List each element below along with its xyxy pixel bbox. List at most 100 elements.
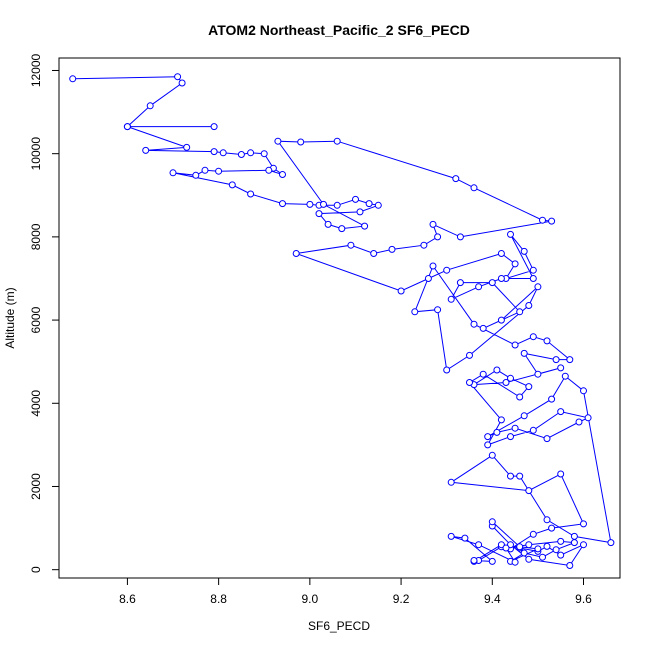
data-point [570,532,578,540]
data-point [516,393,524,401]
data-point [497,250,505,257]
data-point [543,337,551,345]
y-axis: 0 2000 4000 6000 8000 10000 12000 [29,53,59,573]
data-point [183,143,191,151]
data-point [529,266,537,274]
data-point [575,418,583,426]
chart-title: ATOM2 Northeast_Pacific_2 SF6_PECD [208,22,470,38]
y-tick-label: 0 [29,566,43,573]
data-point [347,241,355,249]
data-point [447,478,455,486]
data-point [497,416,505,424]
data-point [142,146,150,154]
data-point [502,544,510,552]
data-point [539,216,546,224]
series-layer [69,73,615,569]
data-point [352,195,359,203]
data-point [274,137,282,145]
data-point [192,171,200,179]
data-point [470,557,478,564]
data-point [443,366,451,374]
data-point [338,225,346,233]
data-point [543,435,551,443]
data-point [525,487,533,495]
data-point [552,356,560,364]
data-point [69,75,77,83]
data-point [529,426,537,434]
data-point [219,149,227,157]
data-point [475,541,483,549]
data-point [548,395,556,403]
data-point [424,275,432,282]
data-point [525,383,533,391]
data-point [520,247,528,255]
data-point [607,539,615,547]
x-tick-label: 9.4 [484,592,501,606]
data-point [333,201,341,209]
data-point [420,241,428,249]
data-point [552,546,560,554]
data-point [461,534,469,542]
y-tick-label: 10000 [29,137,43,171]
data-point [320,200,327,208]
data-point [520,549,528,557]
data-point [456,233,464,241]
x-tick-label: 8.6 [119,592,136,606]
data-point [279,200,286,208]
data-point [507,230,514,238]
data-point [178,79,186,87]
data-point [516,543,524,551]
data-point [210,148,218,156]
data-point [557,364,565,372]
data-point [507,433,514,441]
data-point [370,250,378,257]
data-point [497,316,505,324]
data-point [534,283,542,291]
data-point [516,472,524,480]
data-point [333,137,341,145]
data-point [534,545,542,553]
data-point [566,562,574,569]
data-point [566,356,574,364]
data-point [470,184,478,192]
data-point [356,208,364,216]
data-point [561,372,569,380]
data-point [497,275,505,282]
data-point [447,295,455,303]
data-point [228,181,236,189]
data-point [361,222,369,230]
y-tick-label: 6000 [29,306,43,333]
data-point [511,260,519,268]
x-axis-label: SF6_PECD [308,619,370,633]
data-point [292,250,300,257]
data-point [502,379,510,386]
x-tick-label: 8.8 [210,592,227,606]
data-point [580,541,587,549]
data-point [247,190,255,198]
data-point [479,370,487,378]
data-point [265,166,273,174]
data-point [315,210,323,218]
x-tick-label: 9.2 [393,592,410,606]
data-point [507,374,514,382]
data-point [397,287,405,295]
data-point [497,541,505,549]
data-point [488,451,496,459]
y-tick-label: 2000 [29,473,43,500]
data-point [529,275,537,282]
data-point [210,123,218,131]
data-point [297,138,305,146]
data-point [479,324,487,332]
data-point [580,520,587,528]
data-point [146,102,154,110]
data-point [511,341,519,349]
data-point [557,470,565,478]
y-tick-label: 12000 [29,53,43,87]
data-point [548,217,556,225]
data-point [525,302,533,309]
data-point [557,551,565,559]
data-point [429,220,437,228]
y-axis-label: Altitude (m) [3,287,17,348]
data-point [493,428,501,436]
data-point [466,379,473,386]
